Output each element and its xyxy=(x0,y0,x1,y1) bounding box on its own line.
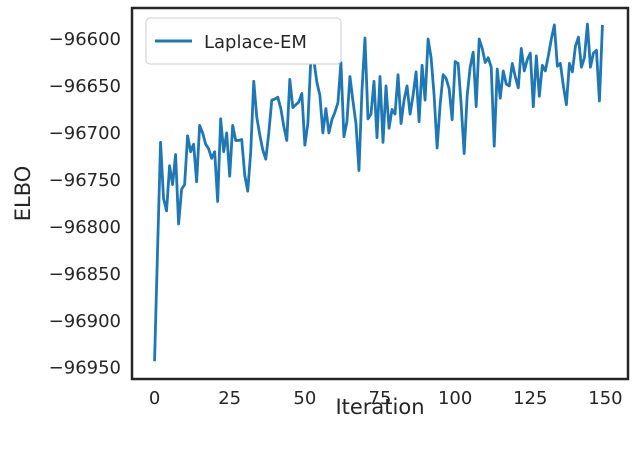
series-line xyxy=(153,22,604,362)
y-tick-label: −96850 xyxy=(49,264,121,285)
y-tick-label: −96650 xyxy=(49,76,121,97)
x-axis-ticks: 0 25 50 75 100 125 150 xyxy=(149,388,623,409)
x-tick-label: 0 xyxy=(149,388,160,409)
x-tick-label: 50 xyxy=(293,388,316,409)
x-tick-label: 25 xyxy=(218,388,241,409)
plot-area xyxy=(153,22,604,362)
y-tick-label: −96800 xyxy=(49,217,121,238)
legend-label: Laplace-EM xyxy=(204,32,307,53)
y-tick-label: −96600 xyxy=(49,29,121,50)
legend: Laplace-EM xyxy=(145,17,342,65)
x-axis-label: Iteration xyxy=(335,395,424,419)
x-tick-label: 75 xyxy=(369,388,392,409)
axes-frame xyxy=(130,6,630,381)
x-tick-label: 125 xyxy=(513,388,547,409)
y-axis-label: ELBO xyxy=(11,166,35,222)
y-tick-label: −96750 xyxy=(49,170,121,191)
x-tick-label: 100 xyxy=(438,388,472,409)
legend-box xyxy=(145,17,342,65)
y-tick-label: −96900 xyxy=(49,311,121,332)
y-tick-label: −96950 xyxy=(49,358,121,379)
x-tick-label: 150 xyxy=(588,388,622,409)
y-axis-ticks: −96950 −96900 −96850 −96800 −96750 −96700 −966… xyxy=(49,29,121,379)
y-tick-label: −96700 xyxy=(49,123,121,144)
